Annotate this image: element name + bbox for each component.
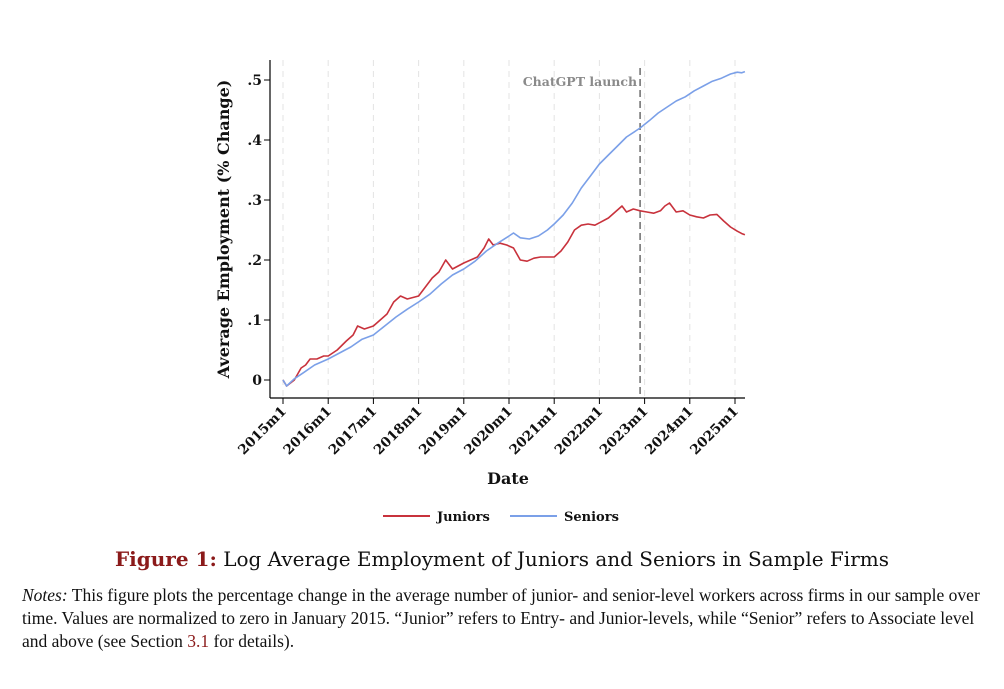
figure-title: Log Average Employment of Juniors and Se… [223, 547, 889, 571]
notes-text-end: for details). [209, 631, 295, 651]
series-line-juniors [282, 202, 746, 387]
figure-caption: Figure 1: Log Average Employment of Juni… [0, 547, 1004, 571]
chatgpt-annotation: ChatGPT launch [523, 68, 641, 398]
x-tick-label: 2021m1 [506, 404, 561, 459]
section-ref-link[interactable]: 3.1 [187, 631, 210, 651]
x-tick-label: 2018m1 [371, 404, 426, 459]
x-tick-label: 2025m1 [687, 404, 742, 459]
x-ticks: 2015m12016m12017m12018m12019m12020m12021… [235, 398, 742, 458]
legend-seniors-label: Seniors [564, 510, 619, 525]
y-ticks: 0 .1 .2 .3 .4 .5 [247, 73, 270, 389]
x-tick-label: 2015m1 [235, 404, 290, 459]
y-tick-label: .3 [247, 193, 262, 209]
legend-juniors-label: Juniors [436, 510, 490, 525]
y-axis-label: Average Employment (% Change) [214, 80, 233, 380]
x-axis-label: Date [487, 469, 529, 488]
y-tick-label: .5 [247, 73, 262, 89]
figure-notes: Notes: This figure plots the percentage … [22, 584, 982, 653]
y-tick-label: .1 [247, 313, 262, 329]
x-tick-label: 2017m1 [326, 404, 381, 459]
y-tick-label: .4 [247, 133, 262, 149]
grid-lines [282, 60, 736, 398]
series-line-seniors [282, 70, 746, 387]
x-tick-label: 2023m1 [597, 404, 652, 459]
notes-text: This figure plots the percentage change … [22, 585, 980, 651]
x-tick-label: 2019m1 [416, 404, 471, 459]
y-tick-label: .2 [247, 253, 262, 269]
notes-lead: Notes: [22, 585, 68, 605]
axes [269, 60, 745, 399]
y-tick-label: 0 [252, 373, 262, 389]
x-tick-label: 2024m1 [642, 404, 697, 459]
chatgpt-launch-label: ChatGPT launch [523, 74, 637, 89]
x-tick-label: 2016m1 [280, 404, 335, 459]
x-tick-label: 2022m1 [552, 404, 607, 459]
x-tick-label: 2020m1 [461, 404, 516, 459]
legend: Juniors Seniors [383, 510, 619, 525]
figure-label: Figure 1: [114, 547, 217, 571]
employment-chart: ChatGPT launch 0.1.2.3.4.5 2015m12016m12… [214, 60, 746, 525]
series-lines [282, 70, 746, 387]
